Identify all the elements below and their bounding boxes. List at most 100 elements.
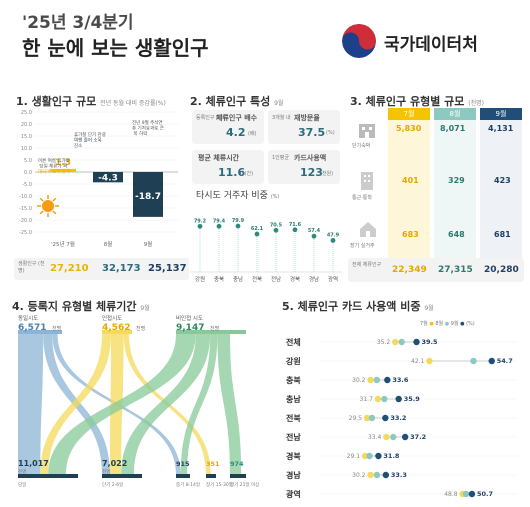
card-label: 체류인구 배수 xyxy=(216,114,258,122)
source-value: 4,562 xyxy=(102,323,130,333)
y-tick-label: -10.0 xyxy=(19,194,32,200)
taegeuk-logo-icon xyxy=(342,24,376,58)
dot-7월 xyxy=(392,338,399,346)
sun-ray xyxy=(39,210,44,215)
source-unit: 천명 xyxy=(210,325,219,332)
region-label: 충남 xyxy=(233,275,243,283)
jul-value: 42.1 xyxy=(411,358,425,365)
lollipop-dot xyxy=(235,223,241,229)
val-long-aug: 648 xyxy=(448,230,465,239)
card-value: 123 xyxy=(300,166,323,179)
region-label: 광역 xyxy=(286,489,301,499)
region-label: 충북 xyxy=(286,375,301,385)
jul-value: 33.4 xyxy=(368,434,382,441)
card-label: 재방문율 xyxy=(294,114,320,122)
card-spend: 1인평균 카드사용액 123 (천원) xyxy=(268,150,340,184)
sun-ray xyxy=(52,210,57,215)
section4-title: 4. 등록지 유형별 체류기간 9월 xyxy=(12,300,150,313)
target-label: 당일 xyxy=(18,481,26,488)
card-unit: (천원) xyxy=(320,171,334,177)
dot-8월 xyxy=(366,452,373,460)
card-unit: (시간) xyxy=(240,171,254,177)
card-prefix: 1인평균 xyxy=(272,155,289,161)
sep-value: 50.7 xyxy=(477,490,493,498)
y-tick-label: -5.0 xyxy=(22,182,32,188)
dot-9월 xyxy=(375,452,382,460)
bar-note: 이른 여름 휴가로 당일 체류가 확 대되어 소폭 증가 xyxy=(38,157,70,175)
total-label: 전체 체류인구 xyxy=(352,262,382,268)
val-short-jul: 5,830 xyxy=(396,124,422,133)
target-value: 915 xyxy=(176,460,190,468)
month-header-aug: 8월 xyxy=(434,108,476,120)
dot-8월 xyxy=(373,471,381,479)
y-tick-label: 25.0 xyxy=(21,110,32,116)
y-tick-label: -15.0 xyxy=(19,206,32,212)
page-title: 한 눈에 보는 생활인구 xyxy=(22,36,209,60)
region-label: 경북 xyxy=(286,451,301,461)
sun-ray xyxy=(52,197,57,202)
sankey-flow xyxy=(217,334,242,474)
sep-value: 37.2 xyxy=(410,433,426,441)
region-label: 경북 xyxy=(290,276,300,283)
source-name: 비인접 시도 xyxy=(176,314,203,322)
section1-title: 1. 생활인구 규모 전년 동월 대비 증감률(%) xyxy=(16,95,166,108)
sep-value: 35.9 xyxy=(404,395,421,403)
bar-value-label: -18.7 xyxy=(135,192,161,202)
month-label: 8월 xyxy=(104,240,113,248)
y-tick-label: 5.0 xyxy=(24,158,32,164)
col-jul-bg xyxy=(388,120,430,258)
source-value: 6,571 xyxy=(18,323,46,333)
total-jul: 22,349 xyxy=(392,265,427,275)
jul-value: 30.2 xyxy=(352,377,366,384)
jul-value: 29.1 xyxy=(347,453,361,460)
region-label: 전북 xyxy=(286,413,301,423)
region-label: 경남 xyxy=(309,275,319,283)
sep-value: 54.7 xyxy=(497,357,513,365)
y-tick-label: 20.0 xyxy=(21,122,32,128)
sankey-flow xyxy=(48,334,196,474)
month-label: 9월 xyxy=(144,240,153,248)
dot-7월 xyxy=(374,395,382,403)
row-label-commute: 통근·통학 xyxy=(352,195,372,201)
target-value: 351 xyxy=(206,460,220,468)
y-tick-label: -20.0 xyxy=(19,218,32,224)
dot-7월 xyxy=(367,471,374,479)
bar-value-label: 1.3 xyxy=(55,158,71,168)
row-label: 생활인구 (천명) xyxy=(18,261,45,274)
lollipop-value: 57.4 xyxy=(308,228,321,234)
sankey-flow xyxy=(18,334,44,474)
pop-sep: 25,137 xyxy=(148,263,187,274)
dot-9월 xyxy=(382,471,390,479)
total-row: 전체 체류인구 22,349 27,315 20,280 xyxy=(348,258,524,282)
lollipop-value: 79.9 xyxy=(232,218,245,224)
card-unit: (배) xyxy=(248,131,257,137)
bar-value-label: -4.3 xyxy=(98,173,118,183)
sep-value: 33.6 xyxy=(392,376,409,384)
region-label: 전북 xyxy=(252,275,262,283)
y-tick-label: 0.0 xyxy=(24,170,32,176)
hotel-icon xyxy=(356,118,378,144)
dot-8월 xyxy=(398,338,405,346)
sun-icon xyxy=(37,195,59,217)
card-unit: (%) xyxy=(326,130,335,136)
pop-aug: 32,173 xyxy=(102,263,141,274)
target-bar xyxy=(18,474,78,478)
growth-bar-chart: 25.0 20.0 15.0 10.0 5.0 0.0 -5.0 -10.0 -15.0 -20.… xyxy=(19,110,178,248)
card-multiple: 등록인구 대비 체류인구 배수 4.2 (배) xyxy=(192,110,264,144)
region-label: 경남 xyxy=(286,470,301,480)
dot-8월 xyxy=(462,490,470,498)
region-label: 전남 xyxy=(286,432,301,442)
y-tick-label: 15.0 xyxy=(21,134,32,140)
card-prefix: 3개월 내 xyxy=(272,115,291,121)
dot-7월 xyxy=(367,376,374,384)
target-unit: 천명 xyxy=(18,468,26,475)
dot-9월 xyxy=(384,376,391,384)
growth-bar xyxy=(93,172,123,183)
share-lollipop-chart: 79.2 강원 79.4 충북 79.9 충남 62.1 전북 70.5 전남 71.6 경북 57.4… xyxy=(190,218,342,283)
target-bar xyxy=(230,474,246,478)
lollipop-dot xyxy=(254,231,260,237)
region-label: 광역 xyxy=(328,275,338,283)
source-name: 동일시도 xyxy=(18,314,38,322)
source-value: 9,147 xyxy=(176,323,204,333)
